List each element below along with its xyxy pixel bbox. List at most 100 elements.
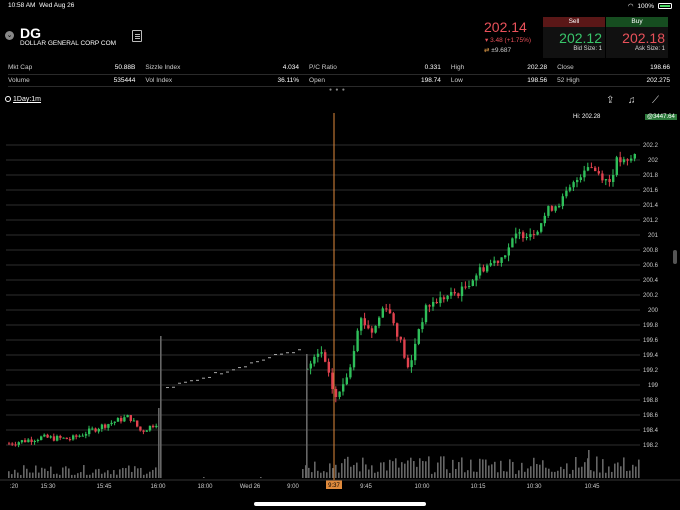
stat-value: 202.275	[612, 74, 670, 87]
candle	[457, 293, 460, 297]
volume-bar	[563, 469, 565, 478]
volume-bar	[146, 473, 148, 478]
volume-bar	[581, 466, 583, 478]
candle	[576, 179, 579, 183]
volume-bar	[587, 458, 589, 478]
volume-bar	[554, 471, 556, 478]
candle	[525, 236, 528, 239]
price-chart[interactable]: 202.2 202 201.8 201.6 201.4 201.2 201 200.8 200.…	[0, 108, 680, 494]
volume-bar	[524, 471, 526, 478]
volume-bar	[113, 470, 115, 478]
volume-bar	[557, 470, 559, 478]
candle	[24, 440, 27, 443]
volume-bar	[401, 462, 403, 478]
volume-bar	[593, 471, 595, 478]
candle	[110, 422, 113, 425]
volume-bar	[29, 472, 31, 478]
volume-bar	[509, 459, 511, 478]
volume-bar	[617, 462, 619, 478]
volume-bar	[410, 457, 412, 478]
candle	[46, 434, 49, 438]
volume-bar	[588, 450, 590, 478]
candle	[468, 285, 471, 287]
candle	[529, 234, 532, 237]
candle	[417, 329, 420, 344]
ticker-symbol[interactable]: DG	[20, 25, 41, 41]
y-tick-label: 200.2	[643, 293, 659, 299]
candle	[540, 223, 543, 232]
volume-bar	[539, 464, 541, 478]
candle	[518, 232, 521, 234]
candle	[91, 428, 94, 430]
y-tick-label: 198.8	[643, 398, 659, 404]
volume-bar	[305, 465, 307, 478]
chevron-down-icon[interactable]: ⌄	[5, 31, 14, 40]
volume-bar	[122, 467, 124, 478]
candle	[148, 425, 152, 431]
document-icon[interactable]	[132, 30, 142, 42]
candle	[331, 372, 334, 389]
candle	[139, 426, 142, 431]
side-handle[interactable]	[673, 250, 677, 264]
timeframe-selector[interactable]: 1Day:1m	[5, 96, 41, 103]
volume-bar	[494, 461, 496, 478]
volume-bar	[620, 466, 622, 478]
candle	[360, 318, 363, 331]
volume-bar	[389, 459, 391, 478]
candle	[56, 435, 59, 441]
volume-bar	[101, 473, 103, 478]
y-tick-label: 198.6	[643, 413, 659, 419]
y-tick-label: 202.2	[643, 143, 659, 149]
volume-bar	[134, 466, 136, 478]
volume-bar	[479, 458, 481, 478]
candle	[493, 260, 496, 264]
y-tick-label: 199.8	[643, 323, 659, 329]
volume-bar	[80, 472, 82, 478]
candle	[504, 255, 507, 258]
stat-value: 198.74	[377, 74, 451, 87]
candle	[116, 418, 120, 422]
y-tick-label: 199	[648, 383, 659, 389]
y-tick-label: 200.4	[643, 278, 659, 284]
y-tick-label: 198.4	[643, 428, 659, 434]
candle	[320, 352, 323, 354]
stat-label: Open	[309, 74, 378, 87]
candle	[36, 439, 40, 441]
y-tick-label: 199.6	[643, 338, 659, 344]
volume-bar	[626, 470, 628, 478]
volume-bar	[611, 471, 613, 478]
candle	[500, 257, 503, 263]
volume-bar	[572, 469, 574, 478]
volume-bar	[455, 468, 457, 478]
candle	[78, 435, 81, 437]
price-badge: @3447.64	[645, 114, 677, 120]
candle	[424, 305, 428, 323]
buy-button[interactable]: Buy 202.18 Ask Size: 1	[606, 17, 668, 58]
volume-bar	[380, 462, 382, 478]
volume-bar	[160, 336, 162, 478]
bell-icon[interactable]: ♫	[628, 95, 636, 106]
volume-bar	[608, 466, 610, 478]
page-dots[interactable]: ● ● ●	[329, 87, 346, 93]
volume-bar	[422, 460, 424, 478]
sell-button[interactable]: Sell 202.12 Bid Size: 1	[543, 17, 605, 58]
candle	[374, 325, 377, 333]
volume-bar	[584, 462, 586, 478]
volume-bar	[314, 461, 316, 478]
candle	[104, 424, 107, 428]
volume-bar	[50, 466, 52, 478]
candle	[572, 182, 575, 188]
volume-bar	[404, 463, 406, 478]
candle	[370, 328, 374, 333]
stat-label: High	[450, 62, 484, 75]
candle	[136, 420, 139, 427]
volume-bar	[482, 459, 484, 478]
volume-bar	[23, 465, 25, 478]
share-icon[interactable]: ⇪	[606, 95, 615, 106]
volume-bar	[32, 472, 34, 478]
volume-bar	[629, 470, 631, 478]
candle	[388, 309, 392, 314]
volume-bar	[560, 466, 562, 478]
volume-bar	[635, 466, 637, 478]
draw-tool-icon[interactable]: ⟋	[652, 95, 659, 106]
